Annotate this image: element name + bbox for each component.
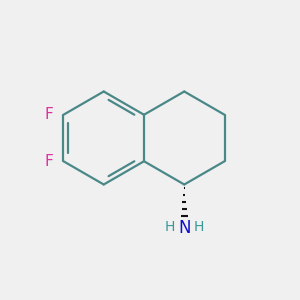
Text: F: F [44, 107, 53, 122]
Text: H: H [194, 220, 204, 234]
Text: F: F [44, 154, 53, 169]
Text: N: N [178, 219, 190, 237]
Text: H: H [165, 220, 175, 234]
